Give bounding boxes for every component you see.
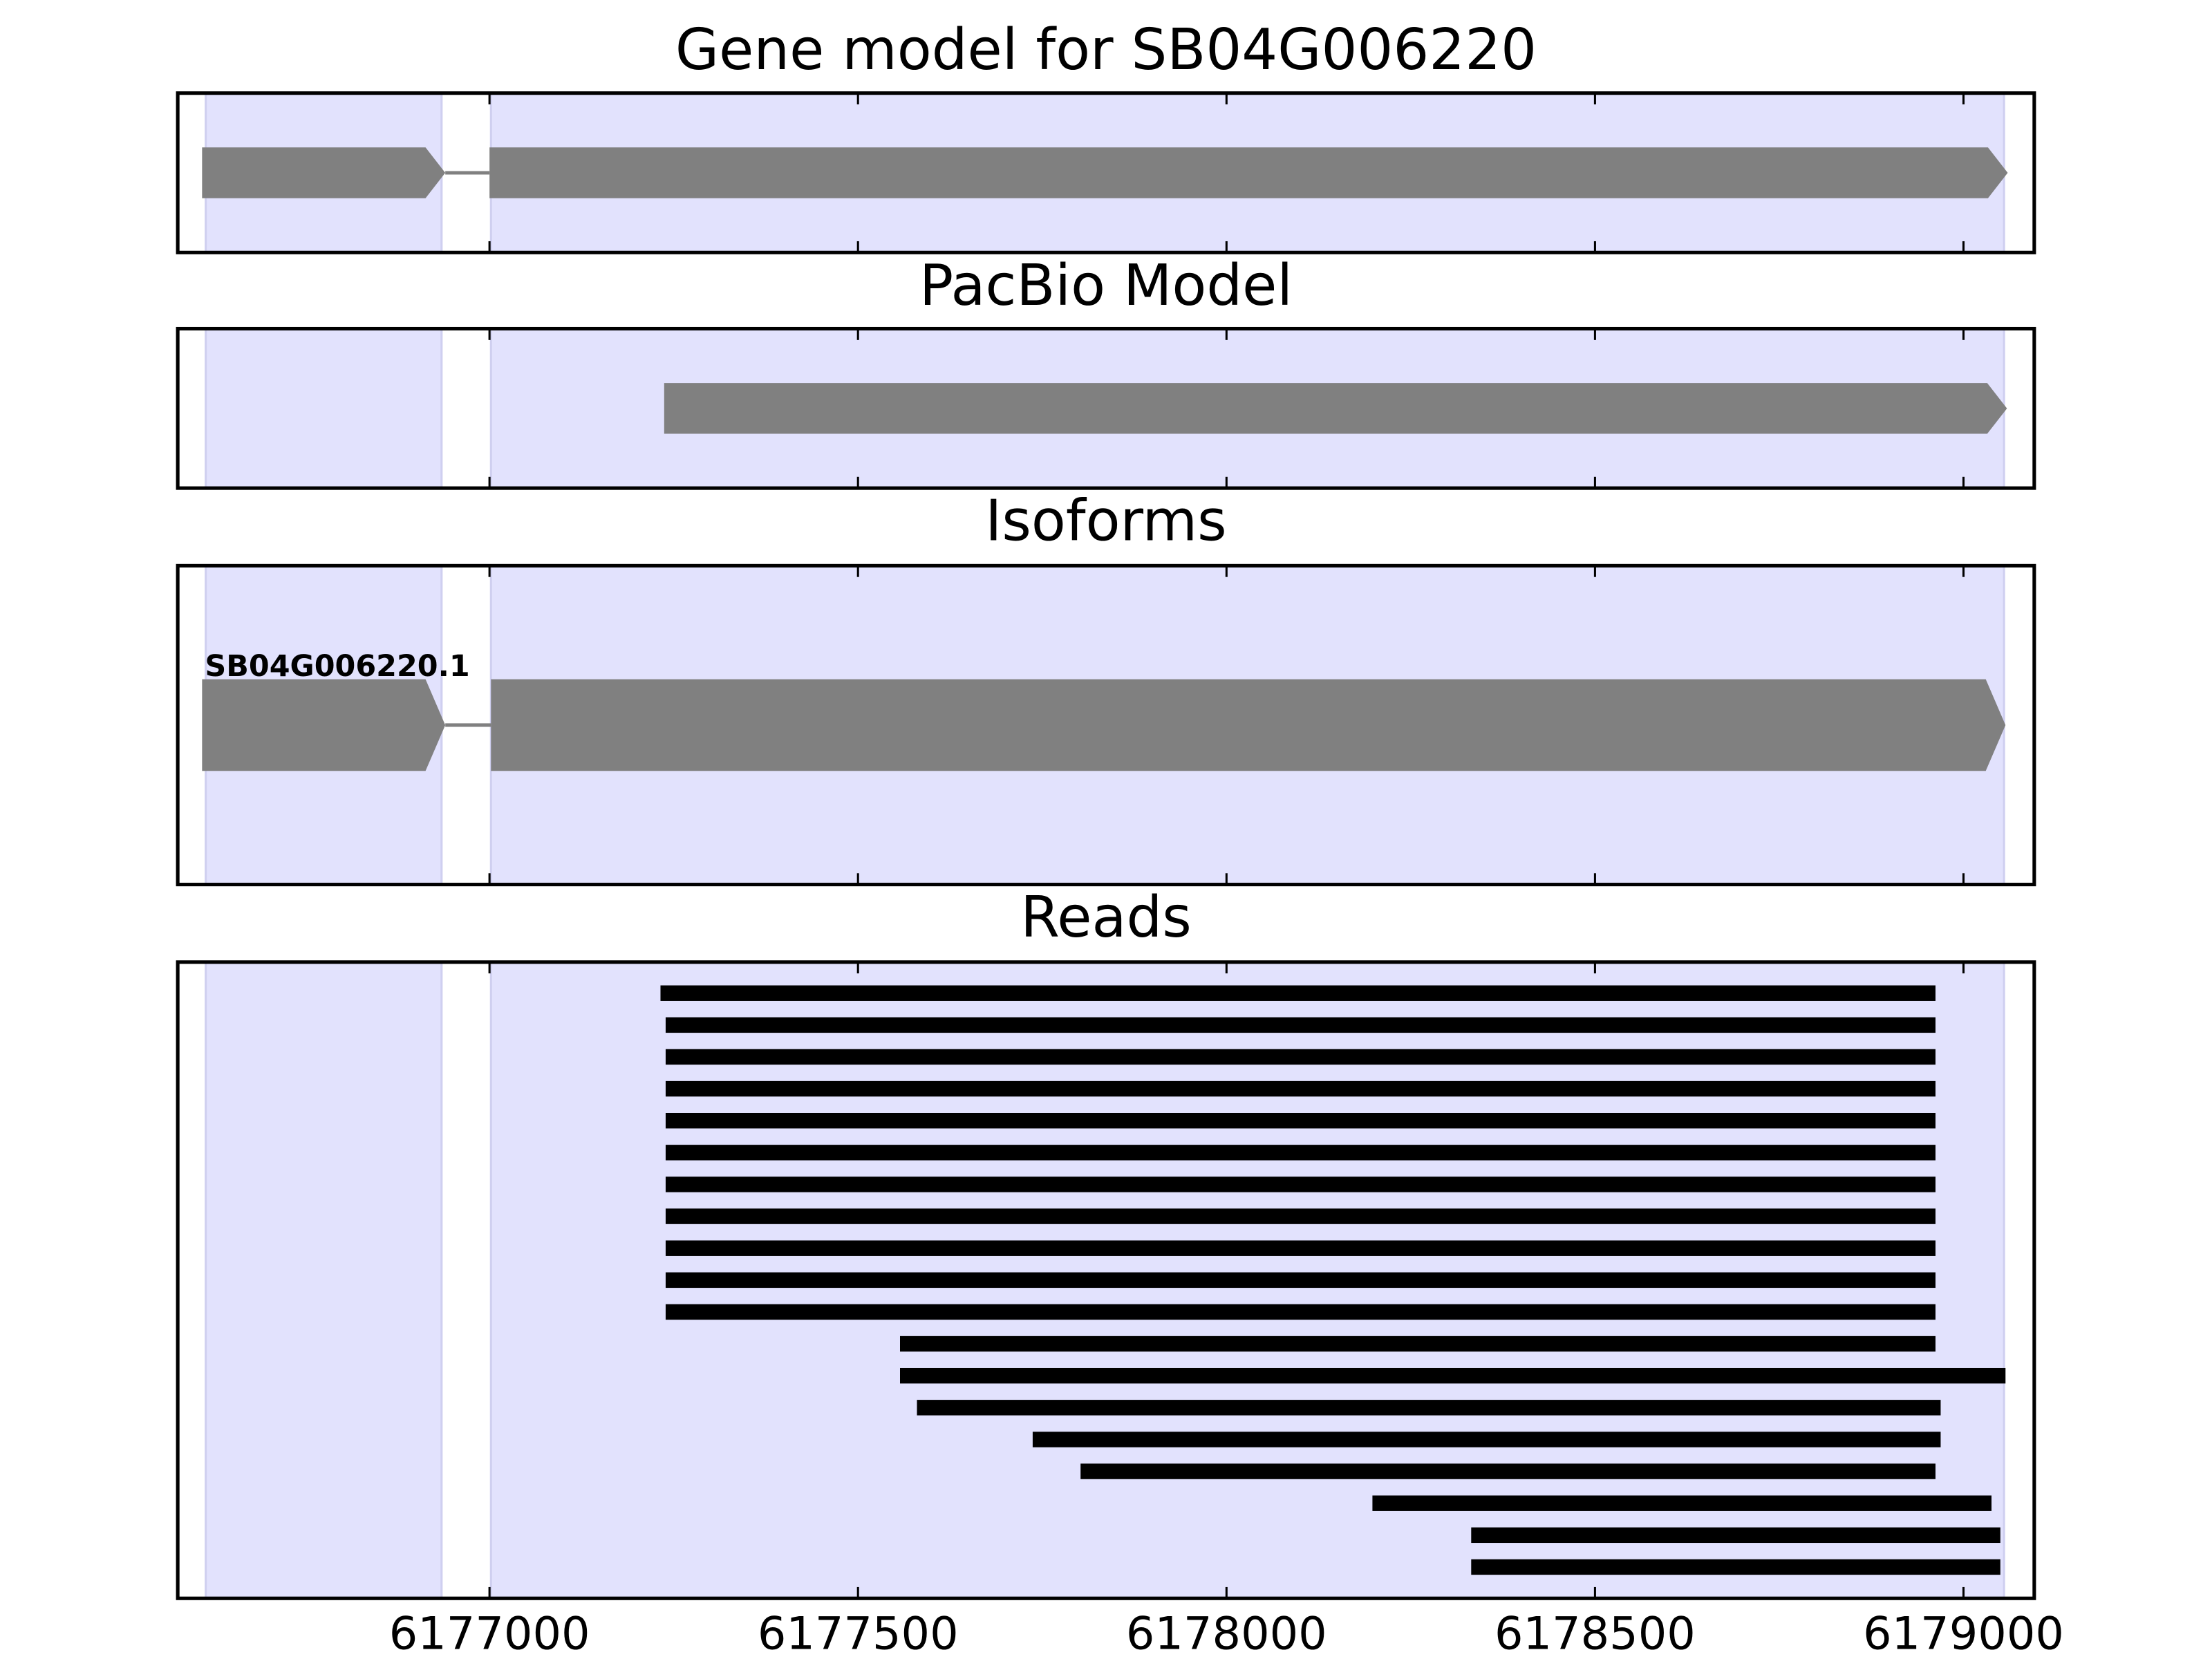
read bbox=[900, 1335, 1936, 1352]
panel-frame bbox=[176, 326, 2036, 490]
read bbox=[665, 1080, 1936, 1097]
read bbox=[665, 1017, 1936, 1033]
exon-region bbox=[205, 961, 443, 1600]
exon bbox=[489, 147, 2008, 198]
read bbox=[1080, 1463, 1936, 1479]
read bbox=[665, 1240, 1936, 1256]
x-tick-label: 6177000 bbox=[389, 1607, 590, 1659]
exon bbox=[202, 147, 446, 198]
panel-frame bbox=[176, 91, 2036, 254]
panel-title: Reads bbox=[1020, 885, 1192, 950]
panel-title: Isoforms bbox=[985, 489, 1226, 554]
read bbox=[665, 1272, 1936, 1288]
read bbox=[1372, 1495, 1992, 1511]
read bbox=[665, 1113, 1936, 1129]
x-tick-label: 6178500 bbox=[1494, 1607, 1696, 1659]
read bbox=[665, 1145, 1936, 1161]
x-tick-label: 6178000 bbox=[1126, 1607, 1327, 1659]
read bbox=[917, 1400, 1941, 1416]
read bbox=[1471, 1527, 2000, 1544]
panel-frame bbox=[176, 960, 2036, 1600]
panel-title: Gene model for SB04G006220 bbox=[675, 17, 1537, 83]
exon-region bbox=[205, 327, 443, 489]
read bbox=[665, 1049, 1936, 1065]
read bbox=[660, 985, 1936, 1001]
read bbox=[900, 1367, 2006, 1384]
read bbox=[665, 1304, 1936, 1320]
exon bbox=[202, 679, 446, 771]
isoform-label: SB04G006220.1 bbox=[205, 649, 469, 684]
read bbox=[665, 1208, 1936, 1224]
panel-frame bbox=[176, 563, 2036, 887]
read bbox=[1032, 1432, 1941, 1447]
panel-title: PacBio Model bbox=[919, 253, 1293, 319]
exon bbox=[664, 383, 2007, 434]
x-tick-label: 6179000 bbox=[1863, 1607, 2064, 1659]
read bbox=[1471, 1559, 2000, 1575]
x-tick-label: 6177500 bbox=[758, 1607, 959, 1659]
exon bbox=[491, 679, 2006, 771]
read bbox=[665, 1177, 1936, 1192]
